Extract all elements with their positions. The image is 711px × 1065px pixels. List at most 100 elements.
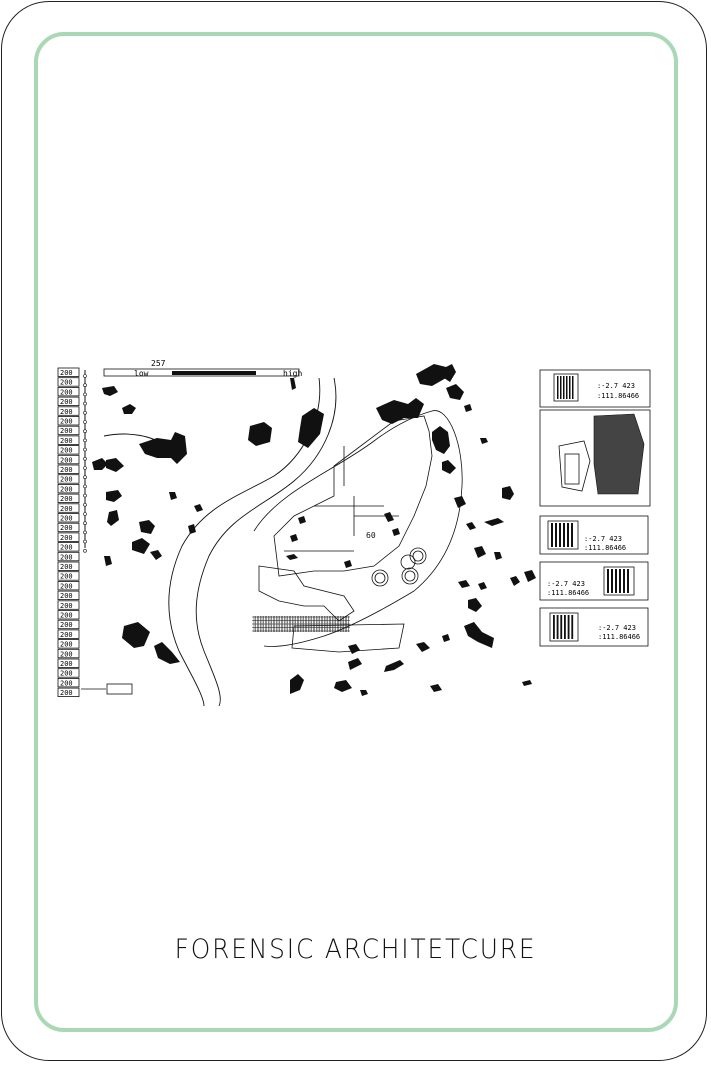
scale-box: [57, 522, 80, 533]
scale-label: 200: [60, 447, 73, 455]
scale-label: 200: [60, 427, 73, 435]
scale-box: [57, 483, 80, 494]
info-panel-4: :-2.7 423 :111.86466: [539, 607, 649, 647]
scale-box: [57, 493, 80, 504]
scale-label: 200: [60, 563, 73, 571]
scale-box: [57, 503, 80, 513]
hatched-strip: [252, 616, 350, 632]
scale-column: 2002002002002002002002002002002002002002…: [57, 367, 80, 697]
scale-label: 200: [60, 476, 73, 484]
scale-box: [57, 629, 80, 639]
scale-label: 200: [60, 398, 73, 406]
scale-label: 200: [60, 631, 73, 639]
scale-label: 200: [60, 418, 73, 426]
page-title: FORENSIC ARCHITETCURE: [174, 934, 537, 965]
scale-box: [57, 580, 80, 591]
scale-label: 200: [60, 505, 73, 513]
scale-label: 200: [60, 573, 73, 581]
scale-dot: [83, 530, 87, 535]
bar-stripe: [571, 615, 574, 639]
scale-box: [57, 396, 80, 406]
scale-label: 200: [60, 456, 73, 464]
site-plan: 60: [253, 410, 463, 653]
panel-4-lat: :-2.7 423: [598, 624, 636, 632]
bar-stripe: [560, 376, 562, 399]
scale-dot: [83, 447, 87, 452]
scale-dot: [83, 374, 87, 378]
scale-box: [57, 668, 80, 678]
scale-box: [57, 677, 80, 688]
scale-dot: [83, 438, 87, 443]
scale-box: [57, 639, 80, 649]
scale-label: 200: [60, 689, 73, 697]
scale-dot: [83, 549, 87, 553]
scale-box: [57, 542, 80, 552]
panel-2-lat: :-2.7 423: [584, 535, 622, 543]
scale-box: [57, 416, 80, 426]
bar-stripe: [559, 523, 561, 547]
info-panel-1: :-2.7 423 :111.86466: [539, 369, 651, 408]
scale-box: [57, 600, 80, 610]
scale-label: 200: [60, 670, 73, 678]
scale-label: 200: [60, 408, 73, 416]
bar-stripe: [551, 523, 553, 547]
scale-box: [57, 513, 80, 523]
scale-label: 200: [60, 379, 73, 387]
scale-dot: [83, 521, 87, 525]
scale-box: [57, 454, 80, 465]
bar-stripe: [566, 376, 568, 399]
bar-stripe: [569, 376, 571, 399]
bar-stripe: [619, 569, 621, 593]
scale-label: 200: [60, 592, 73, 600]
panel-3-lon: :111.86466: [547, 589, 589, 597]
scale-label: 200: [60, 582, 73, 590]
scale-box: [57, 571, 80, 581]
bar-stripe: [567, 615, 570, 639]
bar-stripe: [555, 523, 557, 547]
scale-box: [57, 386, 80, 397]
bar-stripe: [556, 615, 559, 639]
scale-box: [57, 445, 80, 455]
scale-dot: [83, 475, 87, 479]
bar-stripe: [553, 615, 555, 639]
bar-stripe: [563, 523, 565, 547]
info-panel-3: :-2.7 423 :111.86466: [539, 561, 649, 601]
scale-dot: [83, 484, 87, 489]
scale-label: 200: [60, 650, 73, 658]
scale-box: [57, 425, 80, 436]
scale-label: 200: [60, 524, 73, 532]
scale-box: [57, 551, 80, 562]
bar-stripe: [615, 569, 617, 593]
scale-dot: [83, 539, 87, 544]
scale-dots: [83, 374, 87, 553]
info-panel-2: :-2.7 423 :111.86466: [539, 515, 649, 555]
scale-label: 200: [60, 679, 73, 687]
scale-box: [57, 532, 80, 542]
scale-dot: [83, 401, 87, 406]
scale-box: [57, 658, 80, 668]
bar-stripe: [607, 569, 609, 593]
scale-label: 200: [60, 553, 73, 561]
bar-stripe: [611, 569, 613, 593]
scale-box: [57, 435, 80, 445]
scale-box: [57, 474, 80, 484]
scale-dot: [83, 383, 87, 388]
bar-stripe: [623, 569, 625, 593]
scale-box: [57, 619, 80, 630]
scale-label: 200: [60, 485, 73, 493]
info-panel-map: [539, 409, 651, 507]
scale-dot: [83, 512, 87, 516]
panel-2-lon: :111.86466: [584, 544, 626, 552]
scale-label: 200: [60, 660, 73, 668]
scale-box: [57, 367, 80, 377]
intensity-bar: low high 257: [103, 359, 302, 378]
bar-stripe: [560, 615, 563, 639]
panel-4-lon: :111.86466: [598, 633, 640, 641]
scale-label: 200: [60, 602, 73, 610]
low-label: low: [134, 369, 149, 378]
bar-stripe: [627, 569, 629, 593]
bar-stripe: [563, 376, 565, 399]
scale-dot: [83, 457, 87, 461]
scale-box: [57, 610, 80, 620]
scale-dot: [83, 493, 87, 498]
